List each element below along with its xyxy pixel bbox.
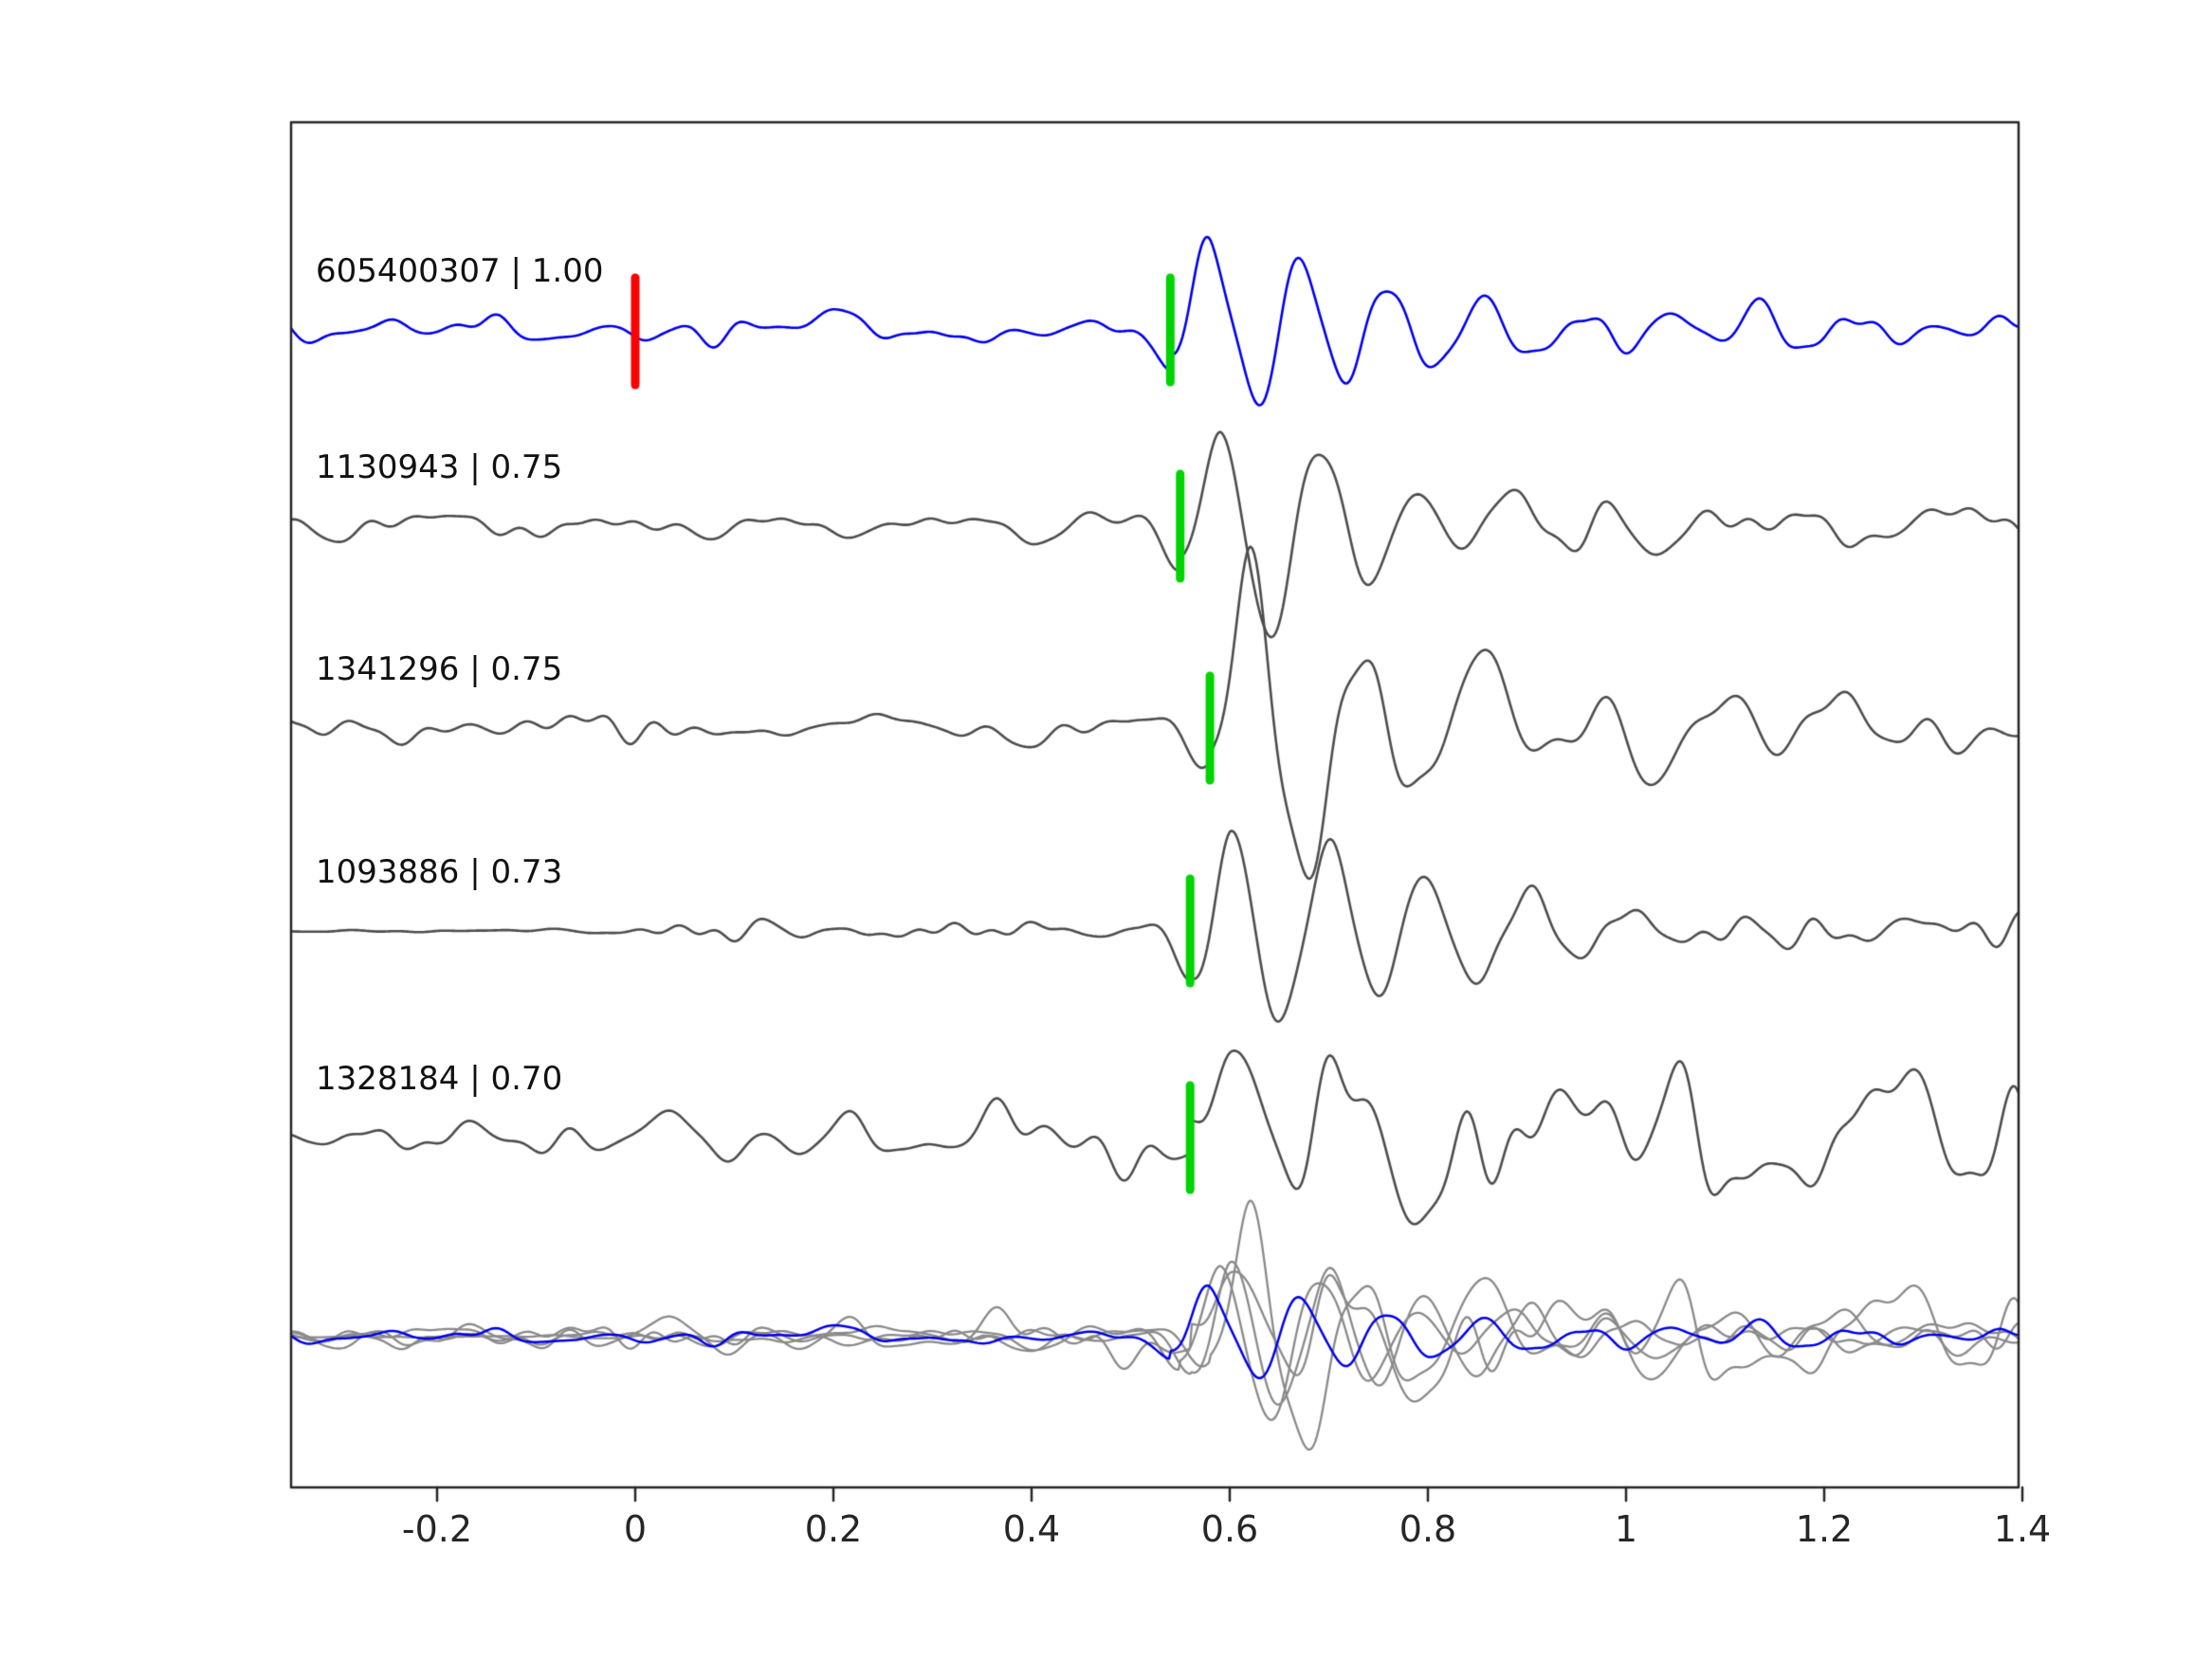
x-tick-label-1.2: 1.2	[1795, 1508, 1854, 1550]
x-tick-label-0.6: 0.6	[1200, 1508, 1259, 1550]
x-tick-label-0.8: 0.8	[1398, 1508, 1457, 1550]
x-tick-label-0.4: 0.4	[1002, 1508, 1061, 1550]
x-tick-label--0.2: -0.2	[401, 1508, 473, 1550]
x-tick-label-0: 0	[623, 1508, 648, 1550]
x-tick-label-1: 1	[1614, 1508, 1638, 1550]
x-tick-label-0.2: 0.2	[804, 1508, 863, 1550]
trace-label-1130943: 1130943 | 0.75	[316, 448, 563, 486]
trace-label-1328184: 1328184 | 0.70	[316, 1060, 563, 1098]
trace-label-1341296: 1341296 | 0.75	[316, 650, 563, 688]
trace-label-1093886: 1093886 | 0.73	[316, 853, 563, 891]
x-tick-label-1.4: 1.4	[1993, 1508, 2052, 1550]
trace-label-605400307: 605400307 | 1.00	[316, 252, 604, 290]
